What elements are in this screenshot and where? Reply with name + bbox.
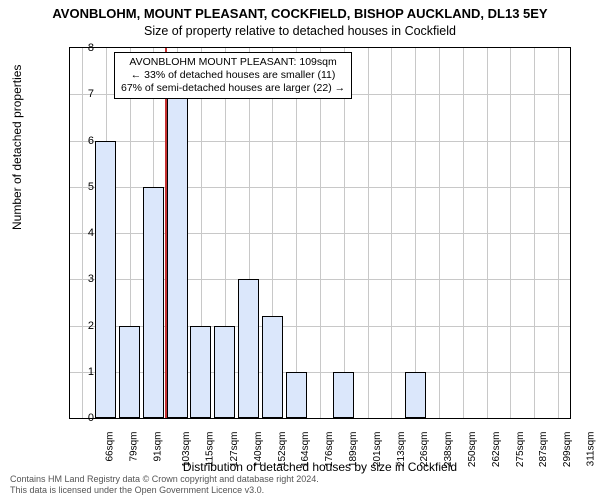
- x-tick-label: 91sqm: [152, 432, 163, 462]
- y-tick-label: 8: [88, 42, 94, 54]
- property-annotation-box: AVONBLOHM MOUNT PLEASANT: 109sqm ← 33% o…: [114, 52, 352, 99]
- histogram-bar: [119, 326, 140, 419]
- x-tick-label: 287sqm: [539, 432, 550, 468]
- x-tick-label: 176sqm: [324, 432, 335, 468]
- x-tick-label: 275sqm: [515, 432, 526, 468]
- x-tick-label: 115sqm: [204, 432, 215, 467]
- x-tick-label: 250sqm: [467, 432, 478, 468]
- histogram-bar: [262, 316, 283, 418]
- histogram-bar: [333, 372, 354, 418]
- footer-line-2: This data is licensed under the Open Gov…: [10, 485, 590, 496]
- x-tick-label: 262sqm: [491, 432, 502, 468]
- annotation-property: AVONBLOHM MOUNT PLEASANT: 109sqm: [121, 56, 345, 69]
- histogram-bar: [405, 372, 426, 418]
- copyright-footer: Contains HM Land Registry data © Crown c…: [10, 474, 590, 496]
- y-tick-label: 5: [88, 181, 94, 193]
- annotation-larger: 67% of semi-detached houses are larger (…: [121, 82, 345, 95]
- histogram-chart: [70, 48, 570, 418]
- annotation-smaller: ← 33% of detached houses are smaller (11…: [121, 69, 345, 82]
- x-tick-label: 79sqm: [128, 432, 139, 462]
- x-tick-label: 213sqm: [396, 432, 407, 468]
- histogram-bar: [95, 141, 116, 419]
- x-tick-label: 299sqm: [562, 432, 573, 468]
- x-tick-label: 201sqm: [372, 432, 383, 468]
- x-tick-label: 164sqm: [300, 432, 311, 468]
- x-tick-label: 189sqm: [348, 432, 359, 468]
- y-tick-label: 3: [88, 273, 94, 285]
- x-tick-label: 152sqm: [277, 432, 288, 468]
- histogram-bar: [167, 71, 188, 418]
- y-tick-label: 4: [88, 227, 94, 239]
- histogram-bar: [286, 372, 307, 418]
- page-subtitle: Size of property relative to detached ho…: [0, 24, 600, 38]
- x-tick-label: 311sqm: [585, 432, 596, 467]
- histogram-bar: [214, 326, 235, 419]
- reference-line: [165, 48, 167, 418]
- y-tick-label: 0: [88, 412, 94, 424]
- x-tick-label: 127sqm: [229, 432, 240, 468]
- histogram-bar: [143, 187, 164, 418]
- x-tick-label: 103sqm: [181, 432, 192, 468]
- x-tick-label: 140sqm: [253, 432, 264, 468]
- x-tick-label: 226sqm: [420, 432, 431, 468]
- y-tick-label: 7: [88, 88, 94, 100]
- histogram-bar: [190, 326, 211, 419]
- page-title: AVONBLOHM, MOUNT PLEASANT, COCKFIELD, BI…: [0, 6, 600, 21]
- y-tick-label: 1: [88, 366, 94, 378]
- y-tick-label: 6: [88, 135, 94, 147]
- x-tick-label: 238sqm: [443, 432, 454, 468]
- x-tick-label: 66sqm: [104, 432, 115, 462]
- histogram-bar: [238, 279, 259, 418]
- y-axis-label: Number of detached properties: [10, 65, 24, 230]
- y-tick-label: 2: [88, 320, 94, 332]
- footer-line-1: Contains HM Land Registry data © Crown c…: [10, 474, 590, 485]
